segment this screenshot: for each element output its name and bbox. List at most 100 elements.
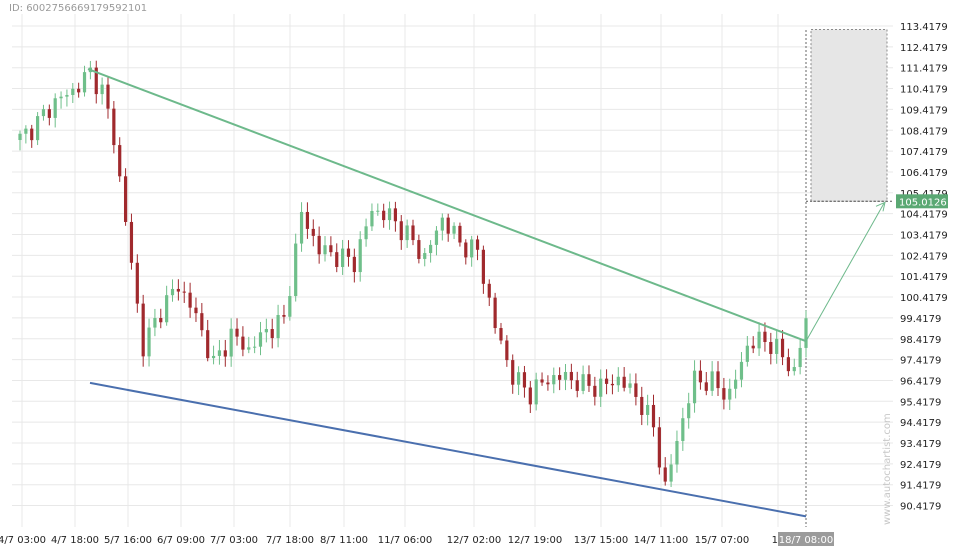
candle-up [364,226,368,240]
candle-down [657,427,661,468]
y-axis: 113.4179 112.4179 111.4179 110.4179 109.4179… [896,22,948,513]
candle-down [651,404,656,428]
candle-down [282,314,286,317]
candle-down [593,385,597,397]
candle-up [552,375,556,385]
candle-down [540,379,544,383]
candle-up [24,128,28,134]
candle-down [558,375,562,380]
candle-down [640,396,644,415]
candle-up [804,318,808,348]
candle-down [141,303,145,357]
resistance-trendline [87,68,807,343]
y-tick-label: 110.4179 [900,85,948,96]
candle-up [516,372,521,385]
candle-down [751,345,755,349]
candle-down [317,235,321,255]
y-tick-label: 107.4179 [900,147,948,158]
candle-down [329,245,333,253]
candle-down [200,313,204,331]
candle-up [798,347,802,368]
candle-up [423,253,427,259]
candle-up [71,88,75,95]
candle-up [710,371,714,391]
candle-down [698,370,703,383]
y-tick-label: 98.4179 [900,335,941,346]
candle-up [147,327,151,357]
candle-up [692,370,697,404]
candle-up [757,331,761,349]
candle-up [258,332,263,347]
candle-up [211,355,216,359]
current-time-label: 18/7 08:00 [779,535,833,546]
candle-down [493,297,497,329]
candle-up [100,84,104,95]
y-tick-label: 104.4179 [900,210,948,221]
x-tick-label: 12/7 02:00 [447,535,501,546]
candle-down [393,208,398,222]
x-tick-label: 4/7 18:00 [51,535,99,546]
current-time-badge [778,532,834,546]
y-tick-label: 105.4179 [900,189,948,200]
candle-down [346,248,351,257]
candle-up [165,295,169,323]
y-tick-label: 97.4179 [900,356,941,367]
x-tick-label: 7/7 03:00 [210,535,258,546]
candle-up [428,244,433,254]
candle-up [18,133,22,141]
candle-down [522,372,527,388]
target-price-badge [896,194,948,209]
y-tick-label: 92.4179 [900,460,941,471]
candle-down [769,341,773,354]
candle-down [604,378,609,384]
trendlines [87,68,886,518]
candle-up [264,329,268,333]
support-trendline [89,381,807,518]
candle-up [35,116,40,141]
candle-down [399,221,403,241]
x-tick-label: 14/7 11:00 [634,535,688,546]
candle-down [663,467,667,482]
y-tick-label: 100.4179 [900,293,948,304]
candle-down [634,383,638,397]
y-tick-label: 99.4179 [900,314,941,325]
candle-down [622,376,626,388]
y-tick-label: 108.4179 [900,126,948,137]
candle-up [153,318,157,328]
candle-up [65,94,69,97]
x-tick-label: 5/7 16:00 [104,535,152,546]
candle-up [276,314,280,339]
candle-up [792,367,796,372]
candle-down [487,283,491,298]
candle-up [452,225,456,234]
candle-up [341,248,345,267]
candle-down [335,252,339,267]
x-tick-label: 4/7 03:00 [0,535,46,546]
candle-up [323,245,327,255]
candle-up [616,376,620,386]
candle-down [587,374,591,386]
candle-down [499,328,503,341]
y-tick-label: 91.4179 [900,481,941,492]
candle-up [734,379,738,389]
candle-down [575,380,579,391]
candle-up [288,296,292,317]
candle-up [687,403,691,419]
x-tick-label: 8/7 11:00 [320,535,368,546]
y-tick-label: 94.4179 [900,418,941,429]
target-arrow-line [805,203,885,342]
candle-up [59,96,63,99]
candle-up [470,239,474,258]
candle-up [41,109,46,117]
candle-down [610,383,615,386]
candle-down [464,242,468,258]
y-tick-label: 112.4179 [900,43,948,54]
y-tick-label: 102.4179 [900,251,948,262]
candle-down [411,225,415,241]
candle-down [235,328,239,337]
candle-down [382,210,386,221]
candle-up [358,239,362,273]
y-tick-label: 101.4179 [900,272,948,283]
candle-up [376,210,380,212]
